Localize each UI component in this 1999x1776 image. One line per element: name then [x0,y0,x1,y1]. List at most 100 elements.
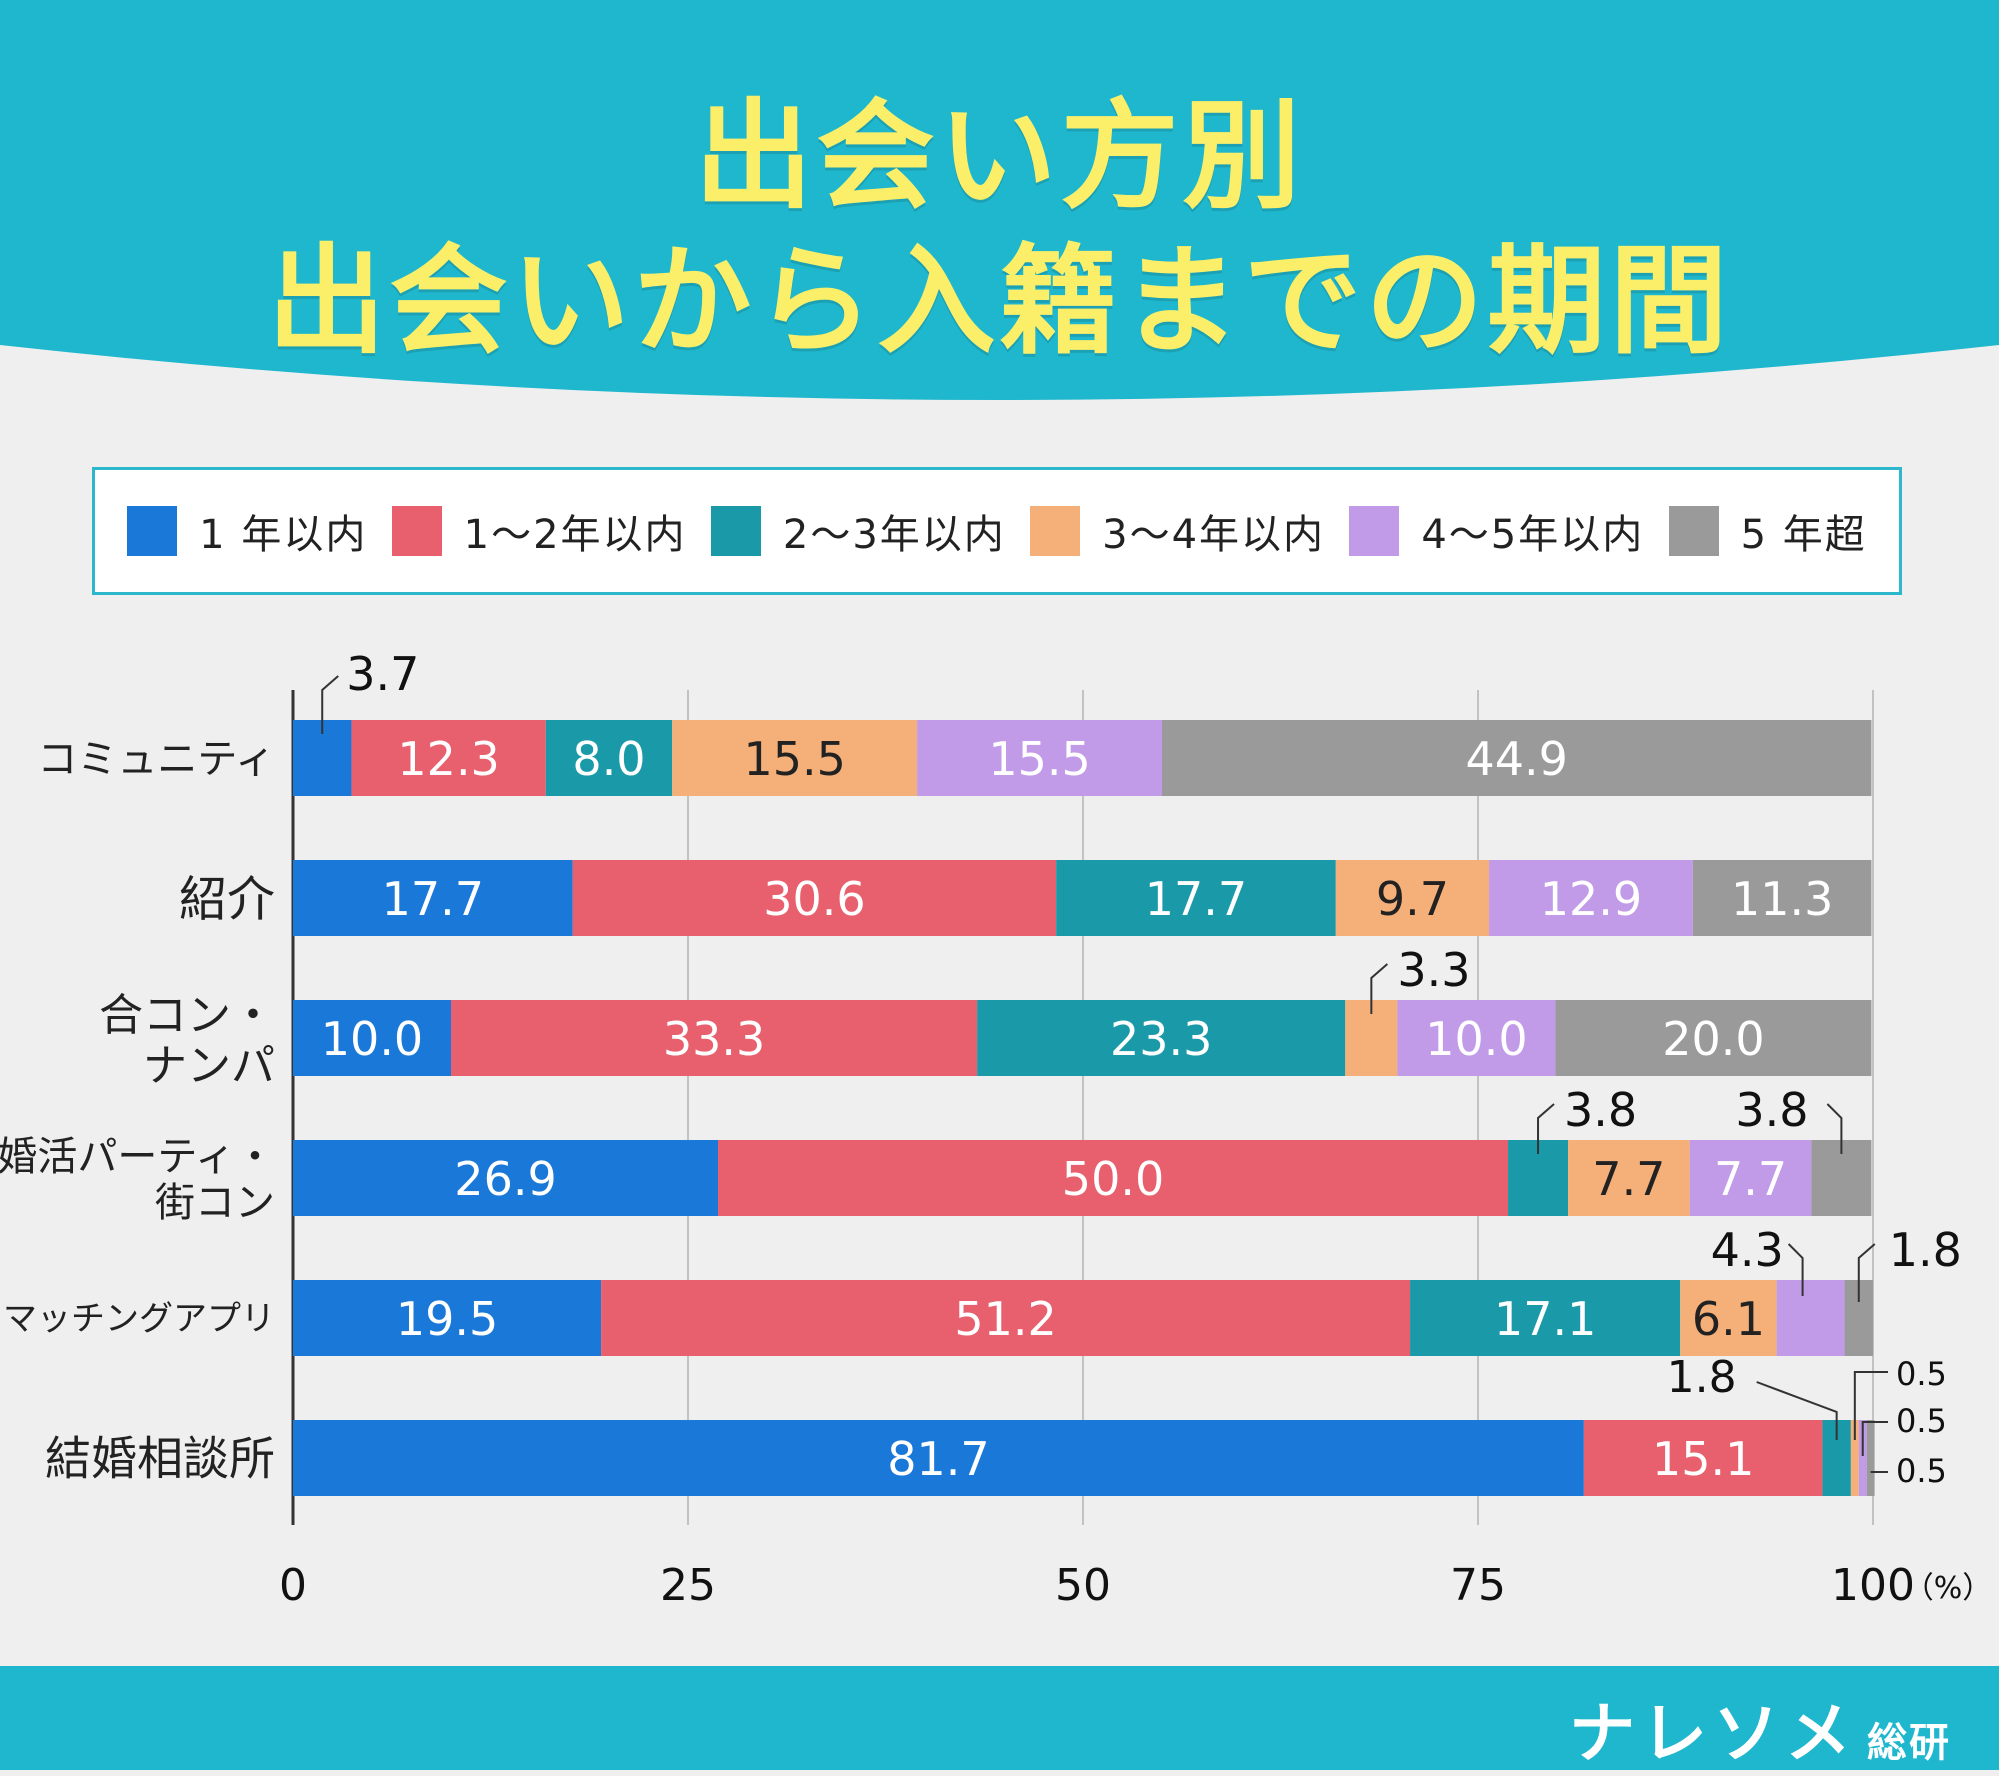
bar-segment [293,1280,602,1356]
category-label: マッチングアプリ [3,1299,275,1339]
data-label: 19.5 [396,1292,498,1346]
callout-line [1857,1243,1876,1302]
legend-swatch [1030,506,1081,556]
bar-segment [1489,860,1693,936]
callout-line [321,675,339,734]
legend-label: 1～2年以内 [463,512,687,558]
bar-segment [1858,1420,1867,1496]
callout-line [1370,963,1389,1014]
callout-line [1826,1103,1843,1154]
callout-line [1756,1381,1838,1440]
data-label: 12.3 [397,732,499,786]
callout-label: 0.5 [1896,1452,1947,1490]
bar-segment [1335,860,1490,936]
callout-label: 3.3 [1397,943,1470,997]
callout-line [1537,1103,1555,1154]
legend-swatch [710,506,761,556]
x-tick-label: 0 [279,1560,307,1611]
category-label: 結婚相談所 [45,1432,275,1486]
title-line-2: 出会いから入籍までの期間 [267,232,1732,370]
bar-segment [1850,1420,1859,1496]
callout-line [1861,1421,1888,1456]
title-line-1: 出会い方別 [694,87,1305,225]
data-label: 51.2 [954,1292,1056,1346]
bar-segment [1397,1000,1556,1076]
bar-segment [672,720,918,796]
bar-segment [1689,1140,1812,1216]
legend: 1 年以内 1～2年以内 2～3年以内 3～4年以内 4～5年以内 5 年超 [92,467,1902,595]
data-label: 9.7 [1376,872,1449,926]
category-label: コミュニティ [37,736,275,782]
x-tick-label: 100 [1831,1560,1915,1611]
legend-item: 5 年超 [1668,502,1867,560]
brand-suffix: 総研 [1867,1720,1951,1766]
data-label: 7.7 [1714,1152,1787,1206]
data-label: 8.0 [572,732,645,786]
legend-swatch [1349,506,1400,556]
data-label: 33.3 [663,1012,765,1066]
bar-segment [1568,1140,1690,1216]
bar-segment [1162,720,1872,796]
data-label: 15.1 [1652,1432,1754,1486]
legend-item: 1 年以内 [127,502,367,560]
bar-segment [977,1000,1346,1076]
data-label: 44.9 [1465,732,1567,786]
category-label: 紹介 [179,871,275,927]
callout-label: 3.8 [1735,1083,1808,1137]
legend-item: 1～2年以内 [391,502,687,560]
category-label: 婚活パーティ・街コン [0,1134,275,1226]
data-label: 17.7 [382,872,484,926]
category-label: 合コン・ナンパ [99,990,275,1092]
data-label: 10.0 [321,1012,423,1066]
bar-segment [1776,1280,1845,1356]
callout-label: 0.5 [1896,1402,1947,1440]
legend-label: 5 年超 [1740,512,1867,558]
x-tick-label: 25 [660,1560,716,1611]
callout-line [1853,1371,1888,1440]
data-label: 17.7 [1145,872,1247,926]
legend-label: 3～4年以内 [1102,512,1326,558]
legend-swatch [127,506,178,556]
footer-bar: ナレソメ 総研 [0,1666,1999,1772]
bar-segment [1692,860,1872,936]
bar-segment [917,720,1162,796]
bar-segment [293,1420,1584,1496]
callout-label: 1.8 [1667,1352,1737,1403]
callout-line [1787,1243,1804,1296]
bar-segment [293,1140,719,1216]
legend-swatch [1668,506,1719,556]
data-label: 20.0 [1662,1012,1764,1066]
header-banner: 出会い方別 出会いから入籍までの期間 [0,0,1999,400]
legend-label: 1 年以内 [199,512,368,558]
bar-segment [718,1140,1509,1216]
data-label: 7.7 [1592,1152,1665,1206]
brand-logo: ナレソメ 総研 [1569,1680,1951,1776]
callout-label: 3.7 [346,647,419,701]
bar-segment [1555,1000,1872,1076]
bar-segment [293,860,573,936]
brand-name: ナレソメ [1569,1695,1857,1772]
bar-segment [1680,1280,1777,1356]
legend-item: 3～4年以内 [1030,502,1325,560]
stacked-bar-chart: 0 25 50 75 100（%） コミュニティ紹介合コン・ナンパ婚活パーティ・街コンマッ… [0,647,1993,1611]
legend-item: 4～5年以内 [1349,502,1644,560]
bar-segment [1866,1420,1875,1496]
bar-segment [293,1000,451,1076]
data-label: 26.9 [454,1152,556,1206]
data-label: 11.3 [1731,872,1833,926]
legend-swatch [391,506,442,556]
bar-segment [545,720,673,796]
data-label: 12.9 [1540,872,1642,926]
data-label: 50.0 [1062,1152,1164,1206]
data-label: 81.7 [887,1432,989,1486]
x-tick-label: 75 [1450,1560,1506,1611]
bar-segment [601,1280,1411,1356]
callout-label: 1.8 [1889,1223,1962,1277]
x-unit-label: （%） [1904,1571,1993,1606]
callout-label: 3.8 [1564,1083,1637,1137]
data-label: 17.1 [1494,1292,1596,1346]
bar-segment [1056,860,1336,936]
bar-segment [1583,1420,1823,1496]
data-label: 6.1 [1692,1292,1765,1346]
bar-segment [451,1000,978,1076]
